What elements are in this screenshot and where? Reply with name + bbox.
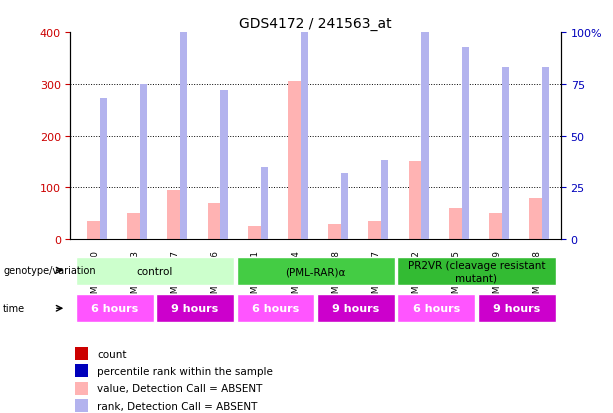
- Bar: [75, 347, 88, 360]
- Bar: [156, 295, 234, 323]
- Text: 6 hours: 6 hours: [252, 304, 299, 314]
- Bar: [421, 0, 428, 240]
- Bar: [408, 162, 424, 240]
- Text: 6 hours: 6 hours: [91, 304, 139, 314]
- Bar: [341, 173, 348, 240]
- Bar: [301, 0, 308, 240]
- Bar: [100, 99, 107, 240]
- Bar: [76, 258, 234, 285]
- Bar: [261, 167, 268, 240]
- Bar: [75, 399, 88, 412]
- Bar: [381, 161, 389, 240]
- Bar: [140, 85, 147, 240]
- Text: value, Detection Call = ABSENT: value, Detection Call = ABSENT: [97, 383, 263, 394]
- Bar: [502, 68, 509, 240]
- Bar: [87, 221, 102, 240]
- Text: 9 hours: 9 hours: [493, 304, 540, 314]
- Text: time: time: [3, 304, 25, 313]
- Bar: [127, 214, 142, 240]
- Bar: [542, 68, 549, 240]
- Text: 6 hours: 6 hours: [413, 304, 460, 314]
- Text: genotype/variation: genotype/variation: [3, 266, 96, 275]
- Text: (PML-RAR)α: (PML-RAR)α: [286, 266, 346, 277]
- Bar: [449, 209, 464, 240]
- Text: 9 hours: 9 hours: [332, 304, 379, 314]
- Bar: [397, 258, 555, 285]
- Text: 9 hours: 9 hours: [172, 304, 219, 314]
- Bar: [462, 47, 469, 240]
- Bar: [478, 295, 555, 323]
- Bar: [237, 295, 314, 323]
- Bar: [75, 365, 88, 377]
- Bar: [248, 227, 263, 240]
- Bar: [397, 295, 475, 323]
- Bar: [529, 198, 544, 240]
- Title: GDS4172 / 241563_at: GDS4172 / 241563_at: [240, 17, 392, 31]
- Text: PR2VR (cleavage resistant
mutant): PR2VR (cleavage resistant mutant): [408, 261, 545, 282]
- Bar: [489, 214, 504, 240]
- Bar: [317, 295, 395, 323]
- Text: control: control: [137, 266, 173, 277]
- Bar: [208, 204, 223, 240]
- Bar: [288, 82, 303, 240]
- Bar: [75, 382, 88, 395]
- Bar: [328, 224, 343, 240]
- Bar: [368, 221, 384, 240]
- Bar: [221, 91, 227, 240]
- Bar: [76, 295, 154, 323]
- Text: percentile rank within the sample: percentile rank within the sample: [97, 366, 273, 376]
- Bar: [237, 258, 395, 285]
- Text: rank, Detection Call = ABSENT: rank, Detection Call = ABSENT: [97, 401, 258, 411]
- Text: count: count: [97, 349, 127, 359]
- Bar: [180, 0, 188, 240]
- Bar: [167, 190, 183, 240]
